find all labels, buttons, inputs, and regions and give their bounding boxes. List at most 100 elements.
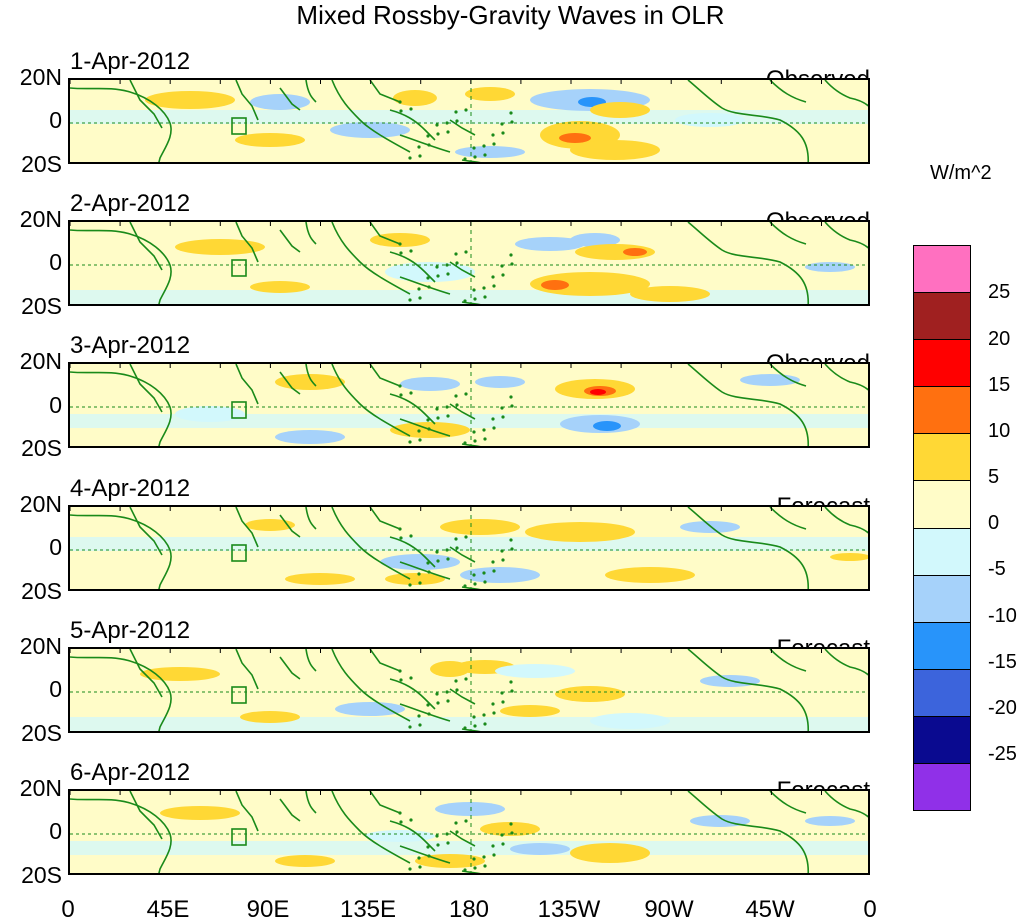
colorbar-label: -15 xyxy=(988,651,1017,673)
island-dot xyxy=(482,571,486,575)
island-dot xyxy=(464,819,468,823)
coastline xyxy=(769,649,807,672)
panel-date: 1-Apr-2012 xyxy=(70,48,191,75)
island-dot xyxy=(482,286,486,290)
island-dot xyxy=(435,407,439,411)
island-dot xyxy=(482,144,486,148)
y-tick-label: 20N xyxy=(19,206,62,232)
panel-date: 6-Apr-2012 xyxy=(70,759,191,786)
island-dot xyxy=(446,557,450,561)
olr-contour xyxy=(145,91,235,109)
coastline xyxy=(369,222,401,245)
coastline xyxy=(235,364,259,405)
x-tick-label: 135E xyxy=(339,896,397,922)
colorbar-swatch xyxy=(913,433,971,481)
y-tick-label: 20N xyxy=(19,64,62,90)
coastline xyxy=(70,798,172,873)
coastline xyxy=(235,80,259,121)
colorbar-label: 20 xyxy=(988,328,1011,350)
island-dot xyxy=(472,715,476,719)
coastline xyxy=(449,403,476,420)
colorbar-label: -5 xyxy=(988,558,1006,580)
coastline xyxy=(399,845,451,864)
y-tick-label: 20N xyxy=(19,633,62,659)
island-dot xyxy=(483,437,487,441)
island-dot xyxy=(426,561,430,565)
coastline xyxy=(824,791,868,818)
island-dot xyxy=(446,414,450,418)
island-dot xyxy=(436,416,440,420)
map-panel: 2-Apr-2012 Observed xyxy=(68,190,870,306)
olr-contour xyxy=(235,133,305,147)
coastline xyxy=(769,222,807,245)
olr-contour xyxy=(365,830,435,842)
island-dot xyxy=(454,821,458,825)
coastline xyxy=(369,364,401,387)
island-dot xyxy=(464,108,468,112)
panel-date: 4-Apr-2012 xyxy=(70,475,191,502)
colorbar-label: -10 xyxy=(988,605,1017,627)
coastline xyxy=(399,418,451,437)
island-dot xyxy=(445,690,449,694)
island-dot xyxy=(455,830,459,834)
island-dot xyxy=(501,558,505,562)
olr-contour xyxy=(175,239,265,255)
island-dot xyxy=(472,857,476,861)
island-dot xyxy=(473,439,477,443)
coastline xyxy=(305,649,317,672)
coastline xyxy=(331,222,411,295)
colorbar-label: 0 xyxy=(988,512,1000,534)
island-dot xyxy=(483,722,487,726)
island-dot xyxy=(418,581,422,585)
island-dot xyxy=(472,146,476,150)
island-dot xyxy=(510,120,514,124)
island-dot xyxy=(398,100,402,104)
olr-contour xyxy=(393,90,437,106)
island-dot xyxy=(509,822,513,826)
island-dot xyxy=(417,145,421,149)
coastline xyxy=(824,507,868,534)
island-dot xyxy=(426,418,430,422)
region-outline xyxy=(231,686,247,704)
olr-contour xyxy=(475,376,525,388)
coastline xyxy=(449,688,476,705)
island-dot xyxy=(464,677,468,681)
island-dot xyxy=(483,153,487,157)
y-tick-label: 20S xyxy=(21,578,62,604)
region-outline xyxy=(231,401,247,419)
island-dot xyxy=(436,701,440,705)
island-dot xyxy=(500,406,504,410)
olr-contour xyxy=(805,262,855,272)
olr-contour xyxy=(380,554,460,570)
olr-contour xyxy=(385,262,475,282)
island-dot xyxy=(427,143,431,147)
island-dot xyxy=(510,689,514,693)
x-tick-label: 0 xyxy=(61,896,75,922)
olr-contour xyxy=(140,667,220,681)
map-area xyxy=(68,362,870,448)
coastline xyxy=(389,678,436,710)
olr-contour xyxy=(465,87,515,101)
coastline xyxy=(235,791,259,832)
island-dot xyxy=(463,584,467,588)
island-dot xyxy=(408,583,412,587)
colorbar xyxy=(913,245,971,812)
coastline xyxy=(305,791,317,814)
coastline xyxy=(369,791,401,814)
y-tick-label: 20N xyxy=(19,348,62,374)
island-dot xyxy=(509,538,513,542)
coastline xyxy=(279,229,301,253)
island-dot xyxy=(436,843,440,847)
coastline xyxy=(331,507,411,580)
map-area xyxy=(68,647,870,733)
coastline xyxy=(449,546,476,563)
island-dot xyxy=(455,688,459,692)
olr-contour xyxy=(495,664,575,678)
x-tick-label: 135W xyxy=(537,896,601,922)
coastline xyxy=(769,80,807,103)
coastline xyxy=(369,507,401,530)
island-dot xyxy=(418,296,422,300)
olr-map xyxy=(70,507,868,589)
coastline xyxy=(70,371,172,446)
